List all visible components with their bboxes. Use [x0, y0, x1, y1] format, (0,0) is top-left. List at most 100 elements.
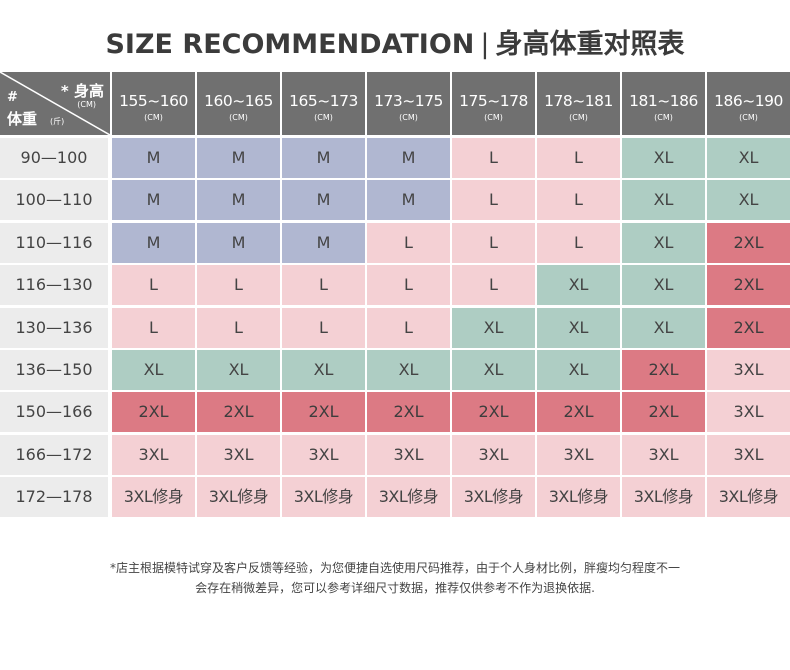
disclaimer-line-2: 会存在稍微差异，您可以参考详细尺寸数据，推荐仅供参考不作为退换依据.	[195, 581, 595, 595]
height-unit-label: (CM)	[484, 113, 503, 122]
size-cell: 3XL修身	[707, 477, 790, 517]
size-cell: L	[282, 265, 365, 305]
height-axis-label: * 身高	[60, 82, 104, 100]
height-header-3: 165~173 (CM)	[282, 72, 365, 135]
hash-mark: #	[7, 90, 18, 105]
size-cell: XL	[622, 138, 705, 178]
height-unit-label: (CM)	[229, 113, 248, 122]
size-cell: L	[112, 265, 195, 305]
size-cell: M	[197, 138, 280, 178]
weight-range-cell: 90—100	[0, 138, 108, 178]
size-cell: M	[282, 223, 365, 263]
size-cell: L	[367, 308, 450, 348]
height-axis-unit: (CM)	[77, 100, 96, 109]
size-cell: XL	[537, 308, 620, 348]
disclaimer-line-1: *店主根据模特试穿及客户反馈等经验，为您便捷自选使用尺码推荐，由于个人身材比例，…	[109, 561, 680, 575]
size-cell: XL	[197, 350, 280, 390]
height-range-label: 186~190	[714, 92, 783, 110]
height-unit-label: (CM)	[314, 113, 333, 122]
size-cell: 3XL修身	[452, 477, 535, 517]
title-separator: |	[480, 29, 490, 60]
size-cell: M	[282, 180, 365, 220]
size-cell: 2XL	[622, 350, 705, 390]
title-chinese: 身高体重对照表	[495, 29, 685, 60]
size-cell: M	[367, 180, 450, 220]
size-cell: XL	[707, 138, 790, 178]
size-cell: 2XL	[707, 308, 790, 348]
size-cell: 3XL修身	[367, 477, 450, 517]
height-header-2: 160~165 (CM)	[197, 72, 280, 135]
height-range-label: 175~178	[459, 92, 528, 110]
size-cell: 3XL	[282, 435, 365, 475]
weight-range-cell: 110—116	[0, 223, 108, 263]
weight-range-cell: 172—178	[0, 477, 108, 517]
size-cell: 2XL	[112, 392, 195, 432]
size-cell: 3XL	[537, 435, 620, 475]
height-unit-label: (CM)	[399, 113, 418, 122]
size-cell: L	[537, 223, 620, 263]
size-cell: L	[112, 308, 195, 348]
size-cell: 3XL修身	[537, 477, 620, 517]
size-cell: 2XL	[282, 392, 365, 432]
size-cell: XL	[622, 180, 705, 220]
page-title: SIZE RECOMMENDATION | 身高体重对照表	[0, 22, 790, 61]
weight-axis-unit: (斤)	[50, 117, 65, 126]
weight-range-cell: 150—166	[0, 392, 108, 432]
size-cell: 2XL	[197, 392, 280, 432]
height-header-8: 186~190 (CM)	[707, 72, 790, 135]
size-cell: 2XL	[537, 392, 620, 432]
size-cell: XL	[452, 350, 535, 390]
height-header-7: 181~186 (CM)	[622, 72, 705, 135]
corner-diagonal-line	[0, 72, 110, 135]
size-cell: XL	[537, 265, 620, 305]
weight-range-cell: 116—130	[0, 265, 108, 305]
size-cell: 2XL	[452, 392, 535, 432]
size-cell: 2XL	[367, 392, 450, 432]
height-range-label: 160~165	[204, 92, 273, 110]
weight-range-cell: 136—150	[0, 350, 108, 390]
height-range-label: 155~160	[119, 92, 188, 110]
size-cell: L	[452, 223, 535, 263]
size-cell: 3XL修身	[197, 477, 280, 517]
weight-range-cell: 130—136	[0, 308, 108, 348]
height-header-5: 175~178 (CM)	[452, 72, 535, 135]
size-cell: 3XL	[197, 435, 280, 475]
height-range-label: 181~186	[629, 92, 698, 110]
size-cell: L	[282, 308, 365, 348]
size-cell: 2XL	[622, 392, 705, 432]
size-cell: XL	[622, 265, 705, 305]
size-cell: XL	[452, 308, 535, 348]
size-cell: 3XL	[452, 435, 535, 475]
size-cell: XL	[622, 308, 705, 348]
size-cell: L	[452, 265, 535, 305]
size-cell: 3XL修身	[622, 477, 705, 517]
height-range-label: 165~173	[289, 92, 358, 110]
size-cell: M	[367, 138, 450, 178]
size-cell: XL	[707, 180, 790, 220]
size-cell: M	[197, 223, 280, 263]
size-cell: L	[367, 223, 450, 263]
size-cell: 3XL	[367, 435, 450, 475]
size-cell: 3XL修身	[282, 477, 365, 517]
size-cell: L	[537, 180, 620, 220]
size-cell: L	[197, 265, 280, 305]
size-cell: M	[282, 138, 365, 178]
size-cell: 3XL	[112, 435, 195, 475]
size-cell: XL	[367, 350, 450, 390]
size-cell: 3XL	[707, 392, 790, 432]
height-header-1: 155~160 (CM)	[112, 72, 195, 135]
size-cell: M	[197, 180, 280, 220]
size-cell: XL	[112, 350, 195, 390]
size-cell: 3XL	[622, 435, 705, 475]
height-unit-label: (CM)	[144, 113, 163, 122]
size-cell: 2XL	[707, 223, 790, 263]
size-cell: 3XL修身	[112, 477, 195, 517]
table-corner-header: * 身高 (CM) # 体重 (斤)	[0, 72, 110, 135]
weight-range-cell: 166—172	[0, 435, 108, 475]
height-unit-label: (CM)	[654, 113, 673, 122]
size-cell: XL	[282, 350, 365, 390]
height-range-label: 178~181	[544, 92, 613, 110]
size-cell: XL	[537, 350, 620, 390]
size-cell: L	[452, 180, 535, 220]
height-header-4: 173~175 (CM)	[367, 72, 450, 135]
